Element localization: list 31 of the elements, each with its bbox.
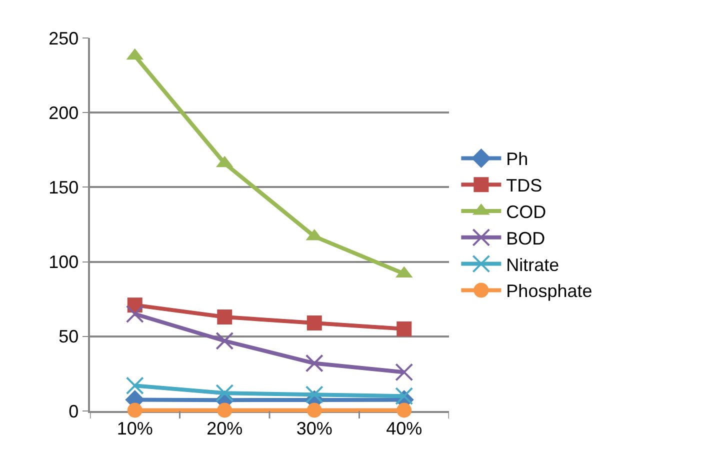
point bbox=[126, 376, 144, 395]
x-tick-label: 20% bbox=[206, 418, 243, 438]
point bbox=[126, 305, 144, 324]
point bbox=[395, 363, 414, 382]
y-tick-label: 0 bbox=[68, 401, 79, 422]
point bbox=[217, 402, 232, 418]
legend-label: COD bbox=[506, 202, 546, 222]
y-tick-label: 250 bbox=[48, 28, 79, 48]
point bbox=[395, 387, 414, 406]
point bbox=[216, 332, 234, 350]
point bbox=[216, 384, 234, 402]
y-tick-label: 50 bbox=[58, 326, 79, 347]
legend-label: Ph bbox=[506, 149, 528, 170]
y-tick-label: 200 bbox=[48, 102, 79, 123]
point bbox=[217, 310, 232, 324]
y-tick-label: 150 bbox=[48, 178, 79, 198]
point bbox=[306, 402, 322, 418]
x-tick-label: 30% bbox=[296, 418, 332, 438]
y-tick-label: 100 bbox=[48, 252, 79, 272]
point bbox=[396, 402, 412, 418]
legend-label: BOD bbox=[506, 228, 546, 248]
x-tick-label: 40% bbox=[386, 418, 422, 438]
point bbox=[396, 321, 412, 336]
legend-label: Nitrate bbox=[506, 254, 560, 275]
point bbox=[127, 402, 142, 418]
x-tick-label: 10% bbox=[116, 418, 153, 438]
legend-label: TDS bbox=[506, 176, 542, 196]
legend-label: Phosphate bbox=[506, 281, 592, 302]
point bbox=[305, 354, 324, 372]
point bbox=[305, 386, 324, 404]
point bbox=[306, 315, 322, 330]
